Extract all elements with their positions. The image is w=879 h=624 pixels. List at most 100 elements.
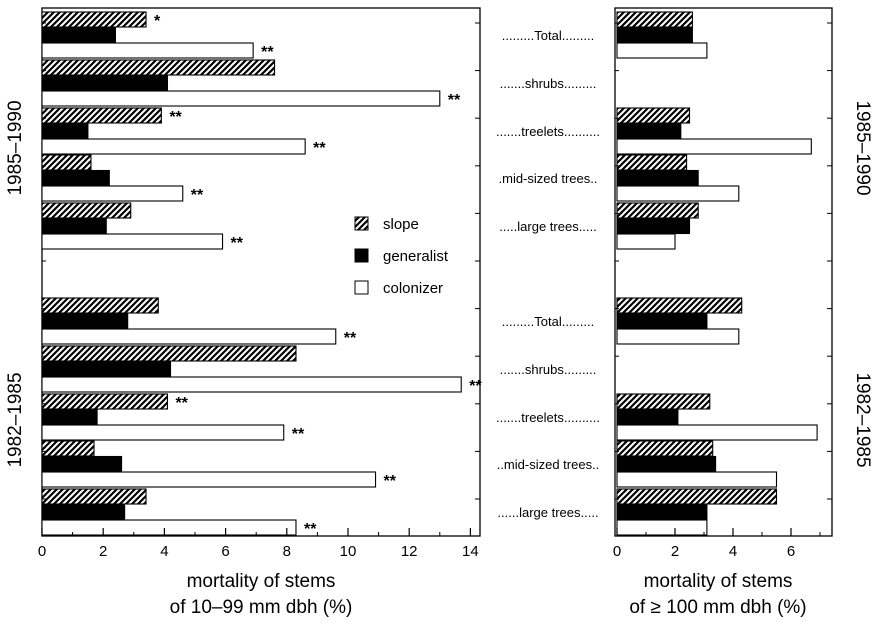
right-bar-colonizer-p1-g3 bbox=[616, 471, 778, 488]
left-bar-slope-p0-g4 bbox=[41, 202, 132, 219]
left-bar-colonizer-p1-g3 bbox=[41, 471, 377, 488]
category-label-6: .......shrubs......... bbox=[500, 362, 597, 377]
left-bar-colonizer-p1-g0 bbox=[41, 328, 337, 345]
left-sig-mark-p0-g0-s0: * bbox=[154, 13, 161, 30]
left-sig-mark-p1-g3-s2: ** bbox=[384, 473, 397, 490]
category-label-7: .......treelets.......... bbox=[496, 410, 600, 425]
right-bar-slope-p1-g3 bbox=[616, 440, 714, 457]
right-bar-colonizer-p1-g4 bbox=[616, 519, 708, 536]
right-bar-slope-p0-g2 bbox=[616, 107, 691, 124]
left-sig-mark-p1-g2-s2: ** bbox=[292, 426, 305, 443]
left-bar-generalist-p1-g2 bbox=[41, 408, 98, 426]
right-bar-slope-p1-g4 bbox=[616, 488, 778, 505]
right-bar-generalist-p0-g4 bbox=[616, 217, 691, 235]
category-label-4: .....large trees..... bbox=[499, 219, 597, 234]
right-xtick-label-0: 0 bbox=[613, 543, 621, 560]
left-bar-generalist-p1-g1 bbox=[41, 360, 172, 378]
left-xlabel-line1: mortality of stems bbox=[187, 571, 336, 592]
left-sig-mark-p1-g2-s0: ** bbox=[175, 395, 188, 412]
left-sig-mark-p0-g3-s2: ** bbox=[191, 187, 204, 204]
left-bar-colonizer-p1-g4 bbox=[41, 519, 297, 536]
left-bar-generalist-p1-g4 bbox=[41, 503, 126, 521]
right-bar-generalist-p1-g0 bbox=[616, 312, 708, 330]
category-label-1: .......shrubs......... bbox=[500, 76, 597, 91]
left-sig-mark-p0-g2-s2: ** bbox=[313, 140, 326, 157]
left-bar-slope-p1-g1 bbox=[41, 345, 297, 362]
left-bar-generalist-p0-g0 bbox=[41, 26, 116, 44]
right-bar-generalist-p0-g2 bbox=[616, 122, 682, 140]
right-bar-slope-p0-g3 bbox=[616, 154, 688, 171]
left-bar-colonizer-p1-g1 bbox=[41, 376, 462, 393]
period-label-right-bottom: 1982–1985 bbox=[852, 372, 873, 467]
left-sig-mark-p0-g0-s2: ** bbox=[261, 44, 274, 61]
left-bar-slope-p1-g2 bbox=[41, 393, 169, 410]
left-bar-slope-p1-g4 bbox=[41, 488, 147, 505]
right-bar-colonizer-p0-g4 bbox=[616, 233, 676, 250]
left-bar-slope-p0-g0 bbox=[41, 11, 147, 28]
left-bar-colonizer-p0-g2 bbox=[41, 138, 306, 155]
left-xtick-label-5: 10 bbox=[340, 543, 357, 560]
left-bar-generalist-p0-g2 bbox=[41, 122, 89, 140]
left-xlabel-line2: of 10–99 mm dbh (%) bbox=[170, 597, 353, 618]
left-bar-slope-p0-g3 bbox=[41, 154, 92, 171]
right-bar-slope-p0-g0 bbox=[616, 11, 693, 28]
period-label-right-top: 1985–1990 bbox=[852, 100, 873, 195]
right-bar-generalist-p0-g0 bbox=[616, 26, 693, 44]
left-xtick-label-6: 12 bbox=[401, 543, 418, 560]
left-plot-frame bbox=[41, 7, 481, 537]
left-bar-generalist-p1-g0 bbox=[41, 312, 129, 330]
right-bar-slope-p0-g4 bbox=[616, 202, 699, 219]
period-label-left-bottom: 1982–1985 bbox=[5, 372, 26, 467]
left-xtick-label-0: 0 bbox=[38, 543, 46, 560]
category-label-3: .mid-sized trees.. bbox=[499, 171, 598, 186]
left-sig-mark-p0-g1-s2: ** bbox=[448, 92, 461, 109]
right-xtick-label-1: 2 bbox=[671, 543, 679, 560]
period-label-left-top: 1985–1990 bbox=[5, 100, 26, 195]
right-bar-colonizer-p1-g2 bbox=[616, 424, 818, 441]
left-xtick-label-2: 4 bbox=[160, 543, 168, 560]
right-bar-slope-p1-g2 bbox=[616, 393, 711, 410]
left-bar-generalist-p0-g1 bbox=[41, 74, 169, 92]
right-xlabel-line2: of ≥ 100 mm dbh (%) bbox=[629, 597, 806, 618]
legend-label-generalist: generalist bbox=[383, 248, 449, 265]
left-sig-mark-p0-g4-s2: ** bbox=[231, 235, 244, 252]
category-label-8: ..mid-sized trees.. bbox=[497, 457, 600, 472]
right-bar-generalist-p1-g2 bbox=[616, 408, 679, 426]
left-chart-bars: ************************* bbox=[41, 11, 482, 538]
left-bar-slope-p0-g1 bbox=[41, 59, 276, 76]
right-bar-colonizer-p1-g0 bbox=[616, 328, 740, 345]
category-label-9: ......large trees..... bbox=[497, 505, 598, 520]
left-xtick-label-7: 14 bbox=[462, 543, 479, 560]
left-xtick-label-3: 6 bbox=[221, 543, 229, 560]
left-sig-mark-p1-g0-s2: ** bbox=[344, 330, 357, 347]
right-bar-generalist-p0-g3 bbox=[616, 169, 699, 187]
right-bar-colonizer-p0-g0 bbox=[616, 42, 708, 59]
left-bar-generalist-p0-g4 bbox=[41, 217, 107, 235]
category-label-0: .........Total......... bbox=[502, 28, 594, 43]
right-xtick-label-3: 6 bbox=[787, 543, 795, 560]
left-sig-mark-p1-g4-s2: ** bbox=[304, 521, 317, 538]
right-x-axis: 0 2 4 6 bbox=[613, 22, 832, 560]
legend-label-slope: slope bbox=[383, 216, 419, 233]
left-xtick-label-1: 2 bbox=[99, 543, 107, 560]
left-sig-mark-p0-g2-s0: ** bbox=[169, 109, 182, 126]
right-bar-colonizer-p0-g2 bbox=[616, 138, 812, 155]
right-xlabel-line1: mortality of stems bbox=[644, 571, 793, 592]
left-xtick-label-4: 8 bbox=[283, 543, 291, 560]
right-plot-frame bbox=[614, 7, 833, 537]
left-bar-slope-p1-g0 bbox=[41, 297, 159, 314]
legend-swatch-slope bbox=[354, 216, 369, 231]
right-bar-generalist-p1-g4 bbox=[616, 503, 708, 521]
category-labels: .........Total......... .......shrubs....… bbox=[496, 28, 600, 520]
right-chart-bars bbox=[616, 11, 818, 536]
left-bar-colonizer-p0-g3 bbox=[41, 185, 184, 202]
left-bar-colonizer-p0-g0 bbox=[41, 42, 254, 59]
left-x-axis: 0 2 4 6 8 10 12 14 bbox=[38, 22, 480, 560]
right-bar-slope-p1-g0 bbox=[616, 297, 743, 314]
right-xtick-label-2: 4 bbox=[729, 543, 737, 560]
left-bar-slope-p0-g2 bbox=[41, 107, 162, 124]
left-bar-slope-p1-g3 bbox=[41, 440, 95, 457]
category-label-5: .........Total......... bbox=[502, 314, 594, 329]
category-label-2: .......treelets.......... bbox=[496, 124, 600, 139]
